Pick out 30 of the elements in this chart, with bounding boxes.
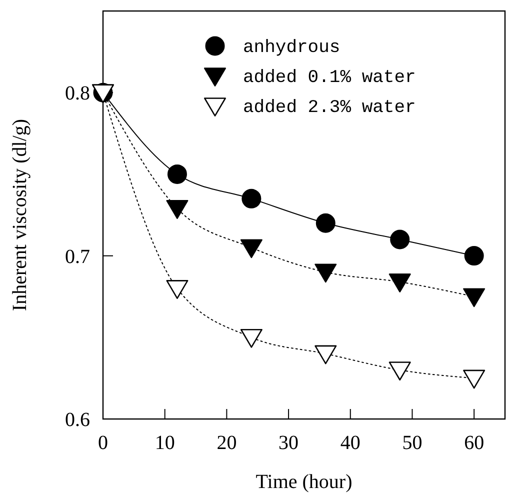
point [314, 264, 337, 283]
point [240, 239, 262, 258]
y-tick-label: 0.7 [65, 246, 90, 268]
point [242, 188, 262, 208]
y-tick-label: 0.8 [65, 82, 90, 105]
legend-label: anhydrous [243, 38, 340, 58]
y-tick-label: 0.6 [65, 409, 90, 431]
point [167, 164, 187, 184]
x-tick-label: 50 [402, 432, 422, 454]
point [166, 280, 188, 299]
point [166, 200, 188, 219]
point [464, 246, 484, 266]
point [388, 274, 411, 292]
x-tick-label: 60 [464, 432, 484, 454]
point [314, 345, 337, 364]
x-tick-label: 40 [340, 432, 360, 454]
point [388, 362, 411, 381]
point [390, 230, 410, 250]
x-tick-label: 10 [154, 432, 175, 454]
x-tick-label: 20 [216, 432, 237, 454]
x-tick-label: 0 [98, 432, 108, 454]
point [240, 328, 262, 348]
point [463, 370, 486, 389]
point [463, 288, 486, 308]
y-axis-title: Inherent viscosity (dl/g) [9, 118, 31, 312]
x-tick-label: 30 [278, 432, 299, 454]
point [316, 213, 336, 233]
legend-label: added 2.3% water [243, 98, 416, 118]
x-axis-title: Time (hour) [256, 471, 352, 493]
legend-label: added 0.1% water [243, 68, 416, 88]
